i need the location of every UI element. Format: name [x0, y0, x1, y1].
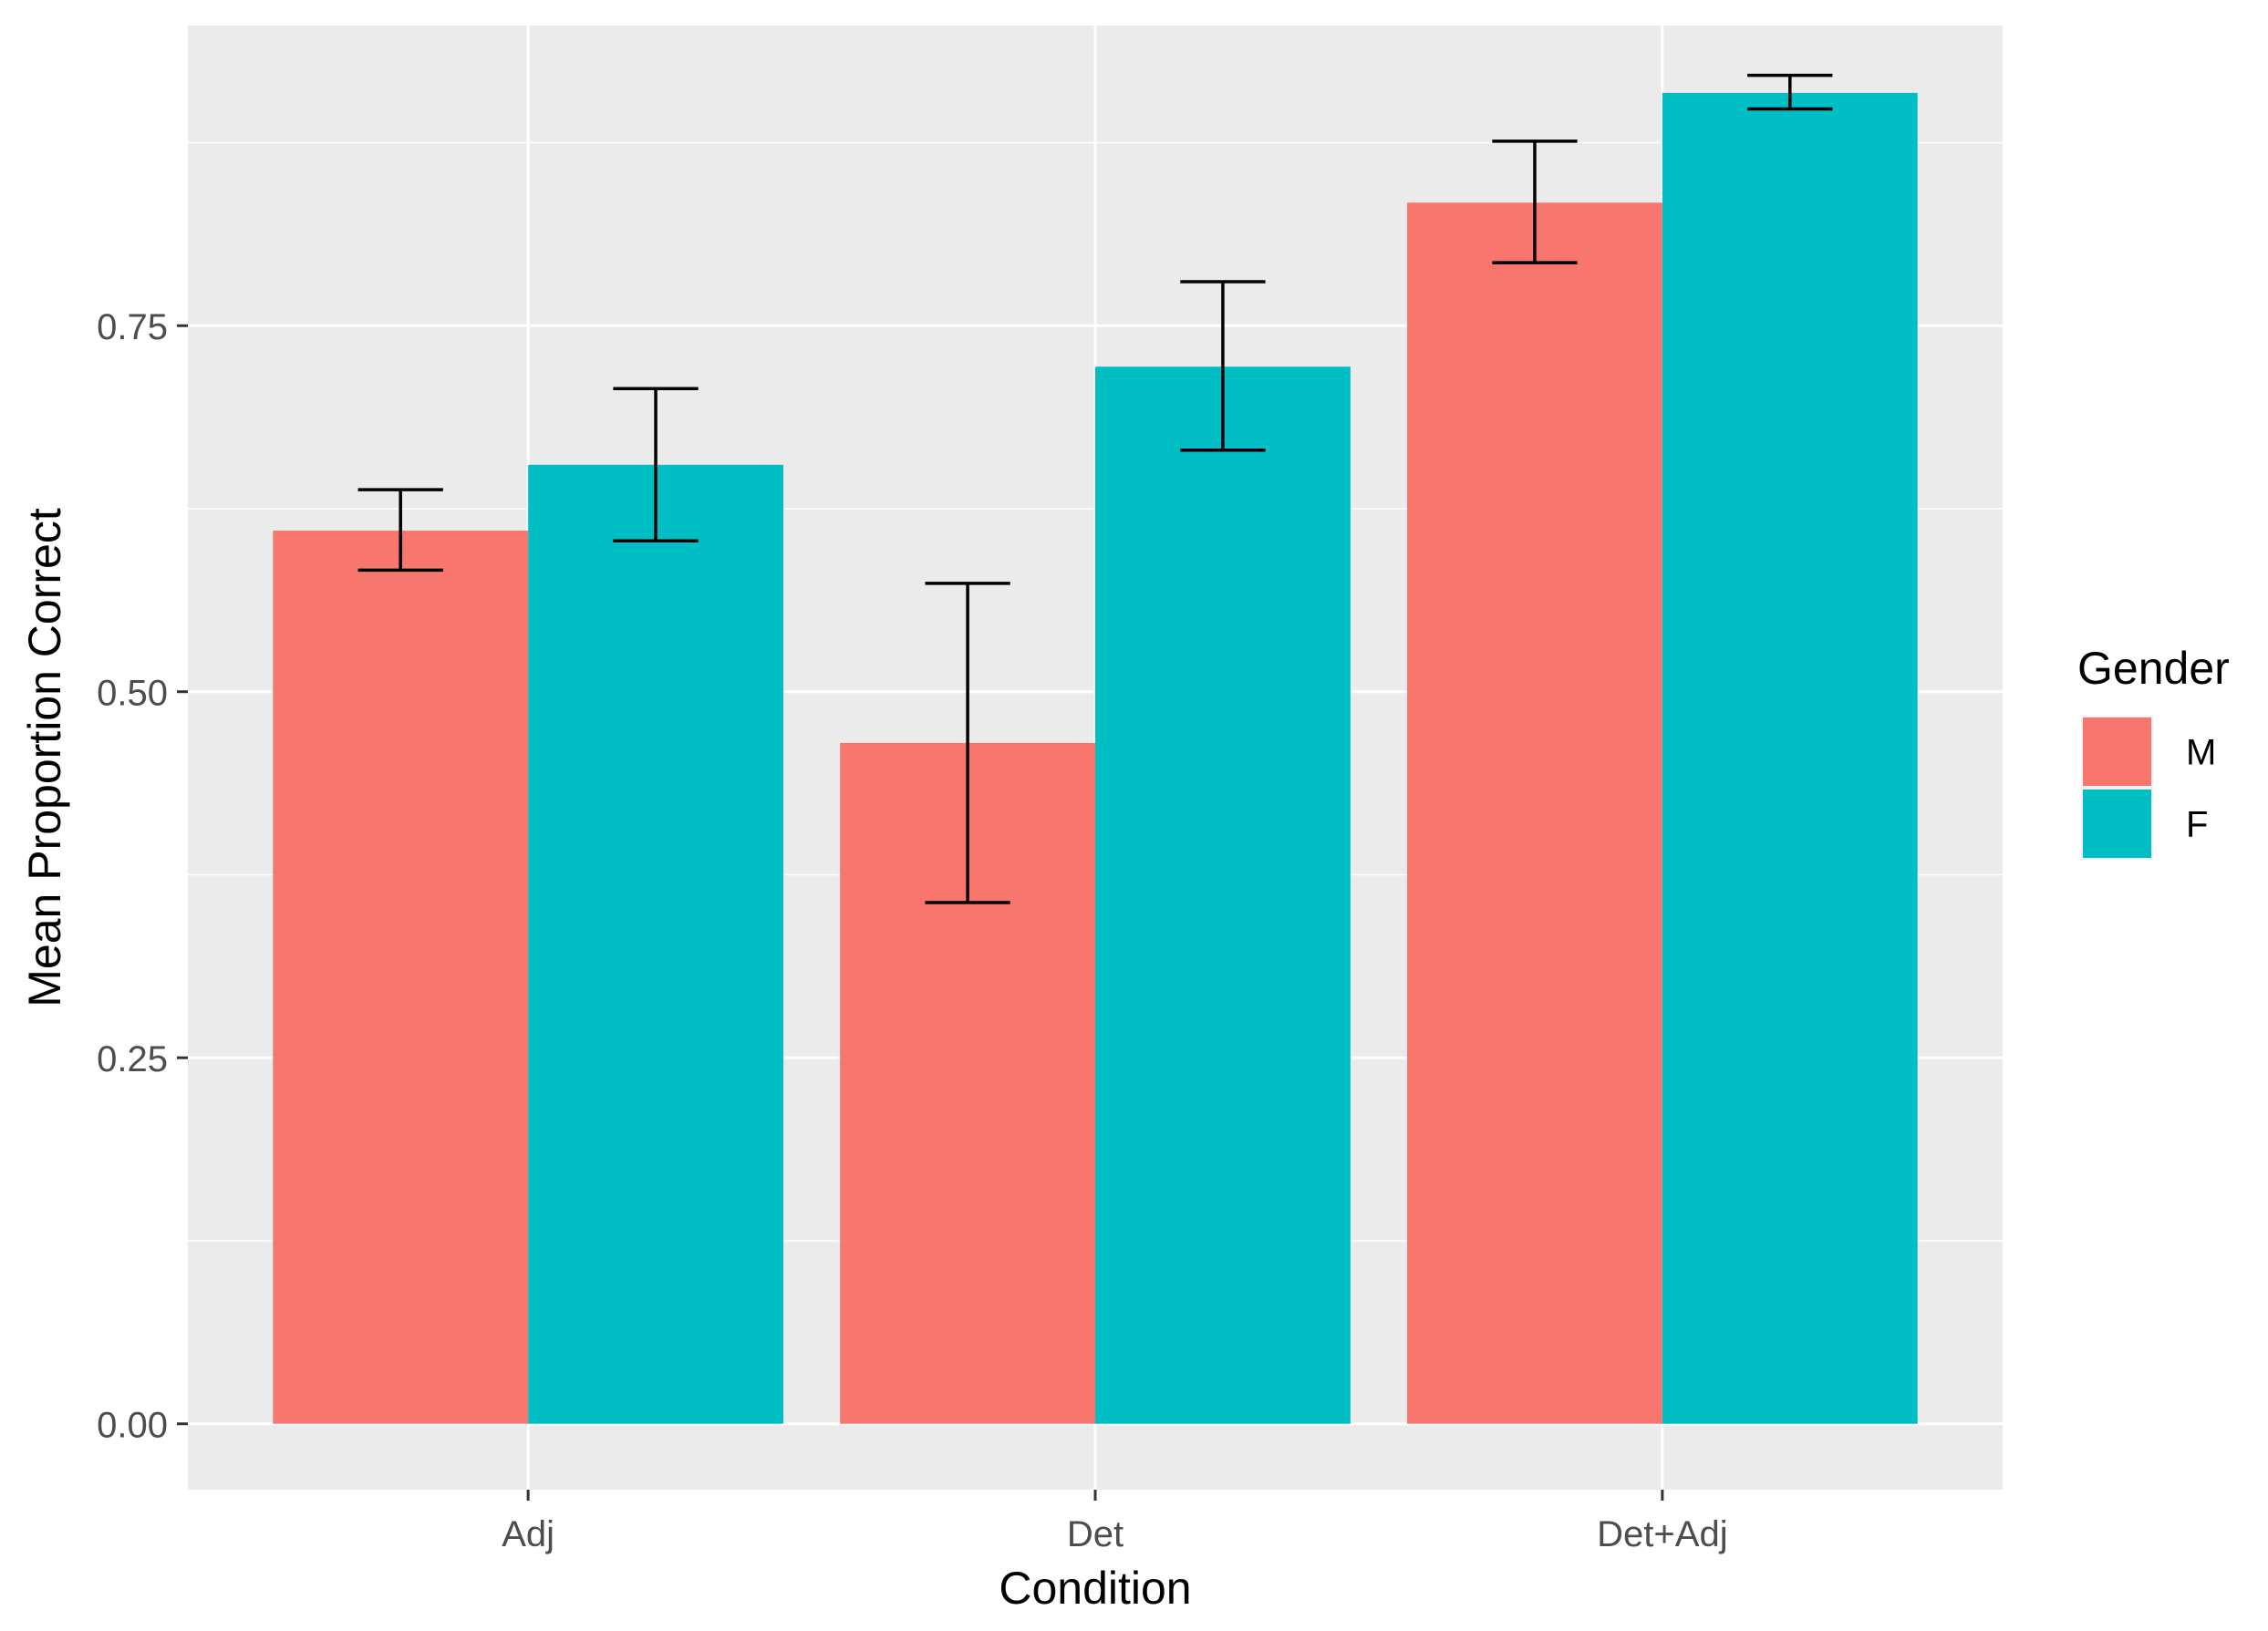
error-bar — [613, 387, 699, 543]
y-tick-label: 0.75 — [97, 307, 168, 347]
x-axis: Adj Det Det+Adj — [502, 1490, 1728, 1554]
x-tick-label: Det+Adj — [1597, 1514, 1727, 1554]
bar-f-adj — [528, 464, 783, 1424]
x-axis-title: Condition — [999, 1563, 1191, 1614]
legend-label-f: F — [2186, 805, 2208, 845]
legend-label-m: M — [2186, 733, 2216, 773]
bar-m-adj — [273, 531, 529, 1424]
x-tick-label: Det — [1067, 1514, 1124, 1554]
error-bar — [1747, 73, 1833, 111]
bar-f-det-adj — [1662, 92, 1918, 1424]
legend-swatch-m — [2083, 717, 2151, 786]
y-axis: 0.00 0.25 0.50 0.75 — [97, 307, 188, 1446]
bars — [273, 92, 1918, 1424]
error-bar — [1492, 139, 1578, 264]
error-bars — [357, 73, 1833, 904]
legend: Gender MF — [2077, 643, 2230, 860]
error-bar — [357, 488, 443, 573]
y-tick-label: 0.25 — [97, 1039, 168, 1079]
legend-title: Gender — [2077, 643, 2230, 694]
error-bar — [1180, 280, 1266, 452]
y-tick-label: 0.50 — [97, 674, 168, 714]
bar-m-det-adj — [1407, 202, 1662, 1424]
bar-f-det — [1095, 366, 1351, 1424]
y-tick-label: 0.00 — [97, 1406, 168, 1446]
error-bar — [925, 582, 1010, 904]
legend-swatch-f — [2083, 790, 2151, 858]
y-axis-title: Mean Proportion Correct — [19, 508, 70, 1007]
x-tick-label: Adj — [502, 1514, 554, 1554]
